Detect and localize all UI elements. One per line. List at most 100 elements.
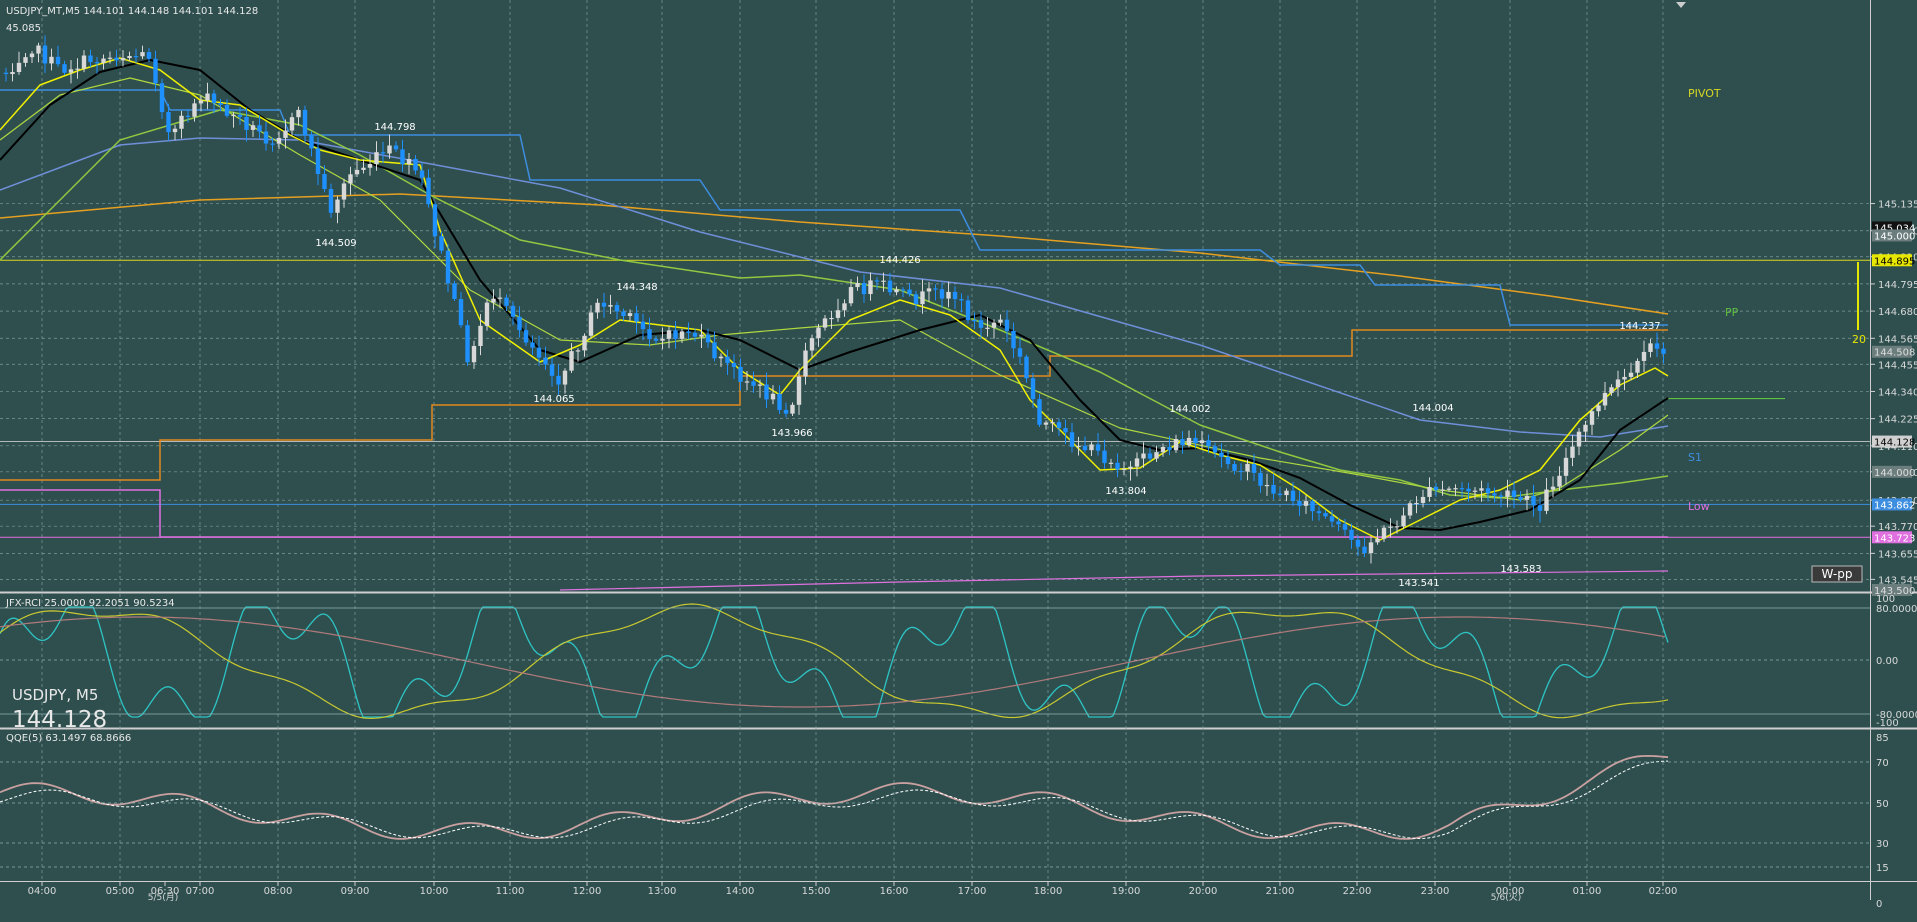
candle-body [1563,457,1569,476]
candle-body [504,297,509,306]
qqe-axis-label: 70 [1876,758,1889,769]
price-annotation: 143.804 [1105,486,1146,497]
candle-body [1602,392,1608,406]
candle-body [1069,432,1075,447]
candle-body [3,72,9,75]
candle-body [1583,424,1588,432]
price-tag [1872,531,1912,544]
candle-body [1498,495,1504,497]
time-axis-label: 21:00 [1266,886,1295,897]
candle-body [426,177,431,205]
candle-body [1394,526,1400,528]
candle-body [400,149,405,165]
price-axis-label: 144.225 [1878,415,1917,426]
rci-axis-label: -80.0000 [1876,710,1917,721]
price-annotation: 144.798 [374,122,415,133]
candle-body [1342,524,1348,530]
candle-body [478,325,483,346]
candle-body [744,381,750,383]
date-label: 5/6(火) [1491,892,1522,903]
candle-body [1544,489,1549,511]
candle-body [1095,444,1101,451]
candle-body [692,332,698,337]
price-axis-label: 144.680 [1878,307,1917,318]
candle-body [367,164,373,168]
candle-body [1557,475,1562,487]
candle-body [1063,427,1068,433]
candle-body [1537,505,1543,511]
candle-body [16,62,22,73]
moving-average-line [0,59,1669,531]
candle-body [614,305,620,312]
wpp-button-label[interactable]: W-pp [1822,567,1853,581]
candle-body [1017,348,1023,357]
time-axis-label: 08:00 [264,886,293,897]
time-axis-label: 15:00 [802,886,831,897]
candle-body [1661,348,1666,354]
qqe-pane[interactable] [0,730,1870,880]
time-axis-label: 02:00 [1649,886,1678,897]
candle-body [166,112,171,133]
time-axis-label: 17:00 [958,886,987,897]
price-axis-label: 144.455 [1878,360,1917,371]
candle-body [939,289,945,299]
candle-body [861,282,867,295]
candle-body [283,130,288,138]
candle-body [1056,422,1062,428]
candle-body [1492,493,1497,496]
candle-body [1173,439,1179,451]
candle-body [660,338,665,341]
candle-body [1050,422,1055,424]
wpp-button[interactable] [1811,565,1863,583]
candle-body [1232,464,1237,471]
candle-body [198,100,204,104]
candle-body [653,339,659,341]
candle-body [237,114,243,117]
pivot-label: PIVOT [1688,87,1721,100]
price-tag-label: 144.508 [1874,348,1915,359]
candle-body [335,199,340,213]
candle-body [1024,356,1029,379]
price-annotation: 144.509 [315,238,356,249]
candle-body [68,69,74,73]
candle-body [1141,453,1146,459]
price-tag-label: 143.500 [1874,586,1915,597]
candle-body [88,55,93,63]
time-axis-label: 22:00 [1343,886,1372,897]
candle-body [263,131,269,144]
candle-body [712,342,717,359]
candle-body [153,58,158,84]
time-axis-label: 05:00 [106,886,135,897]
candle-body [1206,440,1211,447]
rci-axis-label: 80.0000 [1876,604,1917,615]
price-axis-label: 145.135 [1878,200,1917,211]
price-tag [1872,254,1912,267]
chart-header: USDJPY_MT,M5 144.101 144.148 144.101 144… [6,6,258,17]
candle-body [627,313,633,317]
candle-body [192,103,197,117]
candle-body [1570,446,1575,458]
candle-body [172,128,178,133]
shift-marker-icon[interactable] [1676,2,1686,8]
time-axis-label: 18:00 [1034,886,1063,897]
candle-body [1459,488,1465,490]
time-axis-label: 04:00 [28,886,57,897]
candle-body [445,250,451,284]
candle-body [1186,437,1192,445]
rci-axis-label: -100 [1876,718,1899,729]
candle-body [387,145,392,154]
candle-body [718,356,724,359]
candle-body [1316,511,1322,514]
candle-body [601,302,607,307]
candle-body [1284,490,1289,496]
candle-body [1089,444,1094,451]
candle-body [393,145,399,150]
candle-body [1108,462,1114,464]
qqe-header: QQE(5) 63.1497 68.8666 [6,733,131,744]
candle-body [1414,502,1419,505]
rci-pane[interactable] [0,595,1870,727]
price-axis-label: 143.770 [1878,522,1917,533]
time-axis-label: 16:00 [880,886,909,897]
candle-body [1388,526,1393,528]
